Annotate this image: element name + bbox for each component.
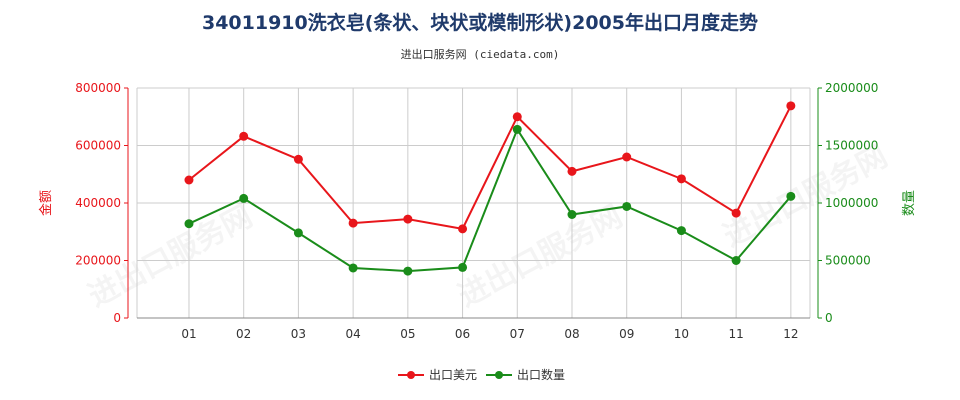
right-axis-label: 数量 — [902, 190, 917, 216]
series-1-point — [348, 218, 358, 228]
legend-label-2: 出口数量 — [517, 367, 565, 382]
series-2-point — [786, 191, 796, 201]
series-line-1 — [188, 105, 792, 230]
x-tick-label: 09 — [619, 327, 634, 341]
series-2-point — [676, 226, 686, 236]
x-tick-label: 10 — [674, 327, 689, 341]
series-1-point — [786, 101, 796, 111]
series-2-point — [239, 193, 249, 203]
left-tick-label: 800000 — [75, 81, 121, 95]
right-tick-label: 0 — [825, 311, 833, 325]
chart-subtitle: 进出口服务网 (ciedata.com) — [400, 48, 560, 61]
series-1-point — [293, 154, 303, 164]
x-tick-label: 03 — [291, 327, 306, 341]
series-1-point — [239, 131, 249, 141]
series-1-point — [567, 166, 577, 176]
right-tick-label: 1000000 — [825, 196, 878, 210]
left-tick-label: 200000 — [75, 254, 121, 268]
x-tick-label: 02 — [236, 327, 251, 341]
left-axis-label: 金额 — [38, 190, 54, 216]
x-tick-label: 11 — [728, 327, 743, 341]
legend-marker-1 — [407, 371, 415, 379]
left-tick-label: 400000 — [75, 196, 121, 210]
series-1-point — [731, 208, 741, 218]
series-2-point — [293, 228, 303, 238]
x-tick-label: 01 — [181, 327, 196, 341]
series-1-point — [184, 175, 194, 185]
series-1-point — [458, 224, 468, 234]
right-tick-label: 1500000 — [825, 139, 878, 153]
series-2-point — [512, 124, 522, 134]
watermark-text: 进出口服务网 — [453, 199, 628, 314]
series-2-point — [622, 201, 632, 211]
left-tick-label: 0 — [113, 311, 121, 325]
x-tick-label: 07 — [510, 327, 525, 341]
series-1-point — [676, 174, 686, 184]
legend-marker-2 — [495, 371, 503, 379]
legend-label-1: 出口美元 — [429, 368, 477, 382]
right-tick-label: 500000 — [825, 254, 871, 268]
chart-title: 34011910洗衣皂(条状、块状或模制形状)2005年出口月度走势 — [201, 12, 758, 34]
x-tick-label: 08 — [564, 327, 579, 341]
left-tick-label: 600000 — [75, 139, 121, 153]
series-2-point — [567, 210, 577, 219]
series-2-point — [184, 219, 194, 229]
x-tick-label: 06 — [455, 327, 470, 341]
series-1-point — [512, 112, 522, 122]
series-2-point — [403, 266, 413, 276]
x-tick-label: 12 — [783, 327, 798, 341]
series-2-point — [731, 256, 741, 265]
right-tick-label: 2000000 — [825, 81, 878, 95]
series-2-point — [458, 262, 468, 272]
x-tick-label: 05 — [400, 327, 415, 341]
series-2-point — [348, 263, 358, 273]
x-tick-label: 04 — [345, 327, 360, 341]
series-line-2 — [188, 127, 792, 273]
series-1-point — [622, 152, 632, 162]
series-1-point — [403, 214, 413, 224]
